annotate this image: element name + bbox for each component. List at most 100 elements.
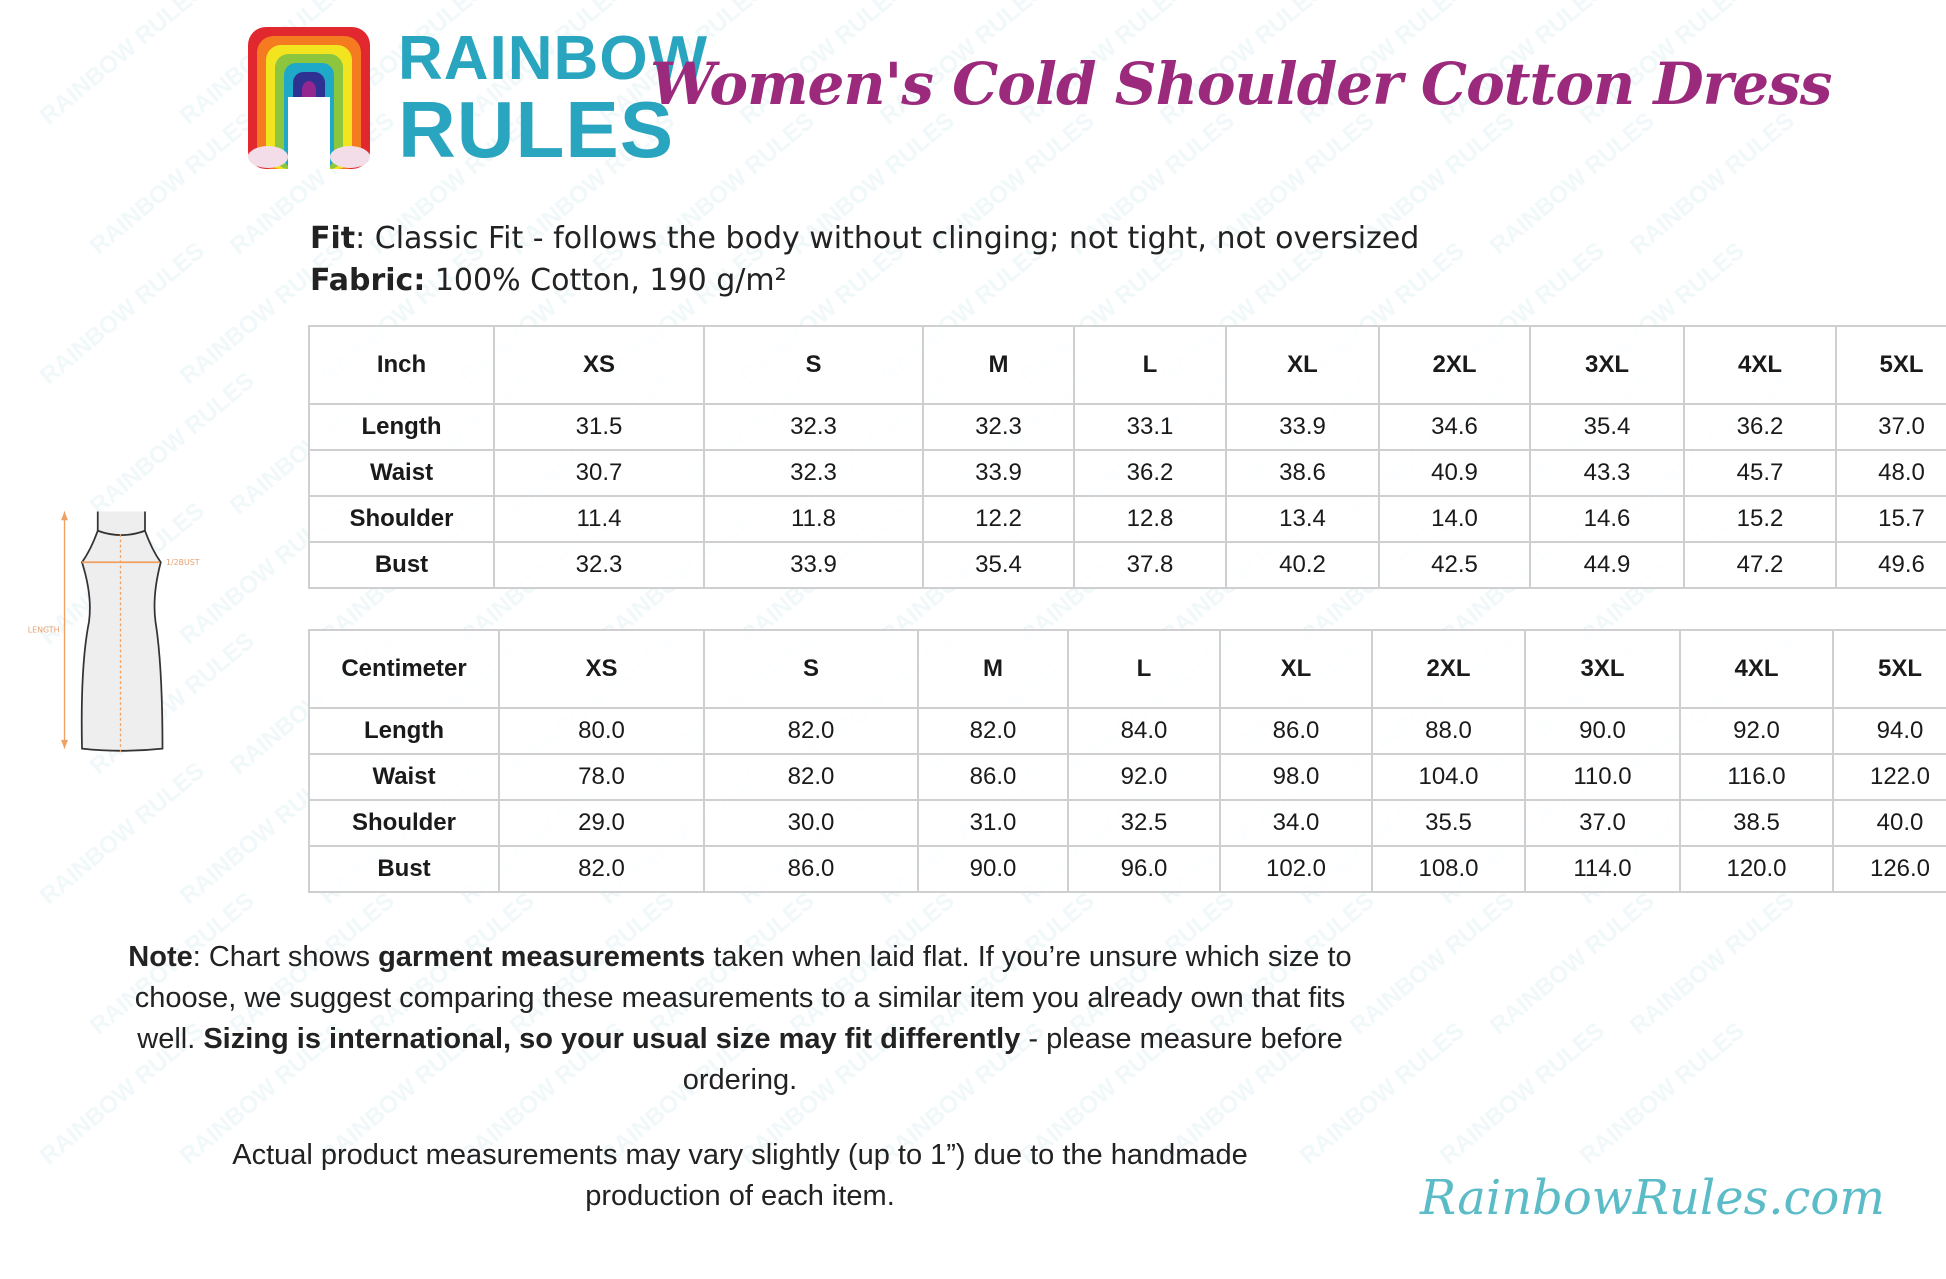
note-bold: garment measurements	[378, 941, 706, 973]
measurement-value: 40.2	[1225, 541, 1380, 589]
measurement-label: Shoulder	[308, 799, 500, 847]
measurement-value: 35.4	[922, 541, 1075, 589]
dress-measurement-diagram: LENGTH 1/2BUST	[28, 511, 200, 753]
note-text: taken when laid flat. If you’re unsure w…	[134, 941, 1352, 1055]
measurement-value: 29.0	[498, 799, 705, 847]
measurement-value: 78.0	[498, 753, 705, 801]
measurement-value: 30.0	[703, 799, 919, 847]
measurement-value: 48.0	[1835, 449, 1946, 497]
measurement-value: 40.9	[1378, 449, 1531, 497]
watermark-text: RAINBOW RULES	[35, 0, 210, 130]
centimeter-size-table: Centimeter XS S M L XL 2XL 3XL 4XL 5XL Length 80.0 8…	[308, 629, 1946, 893]
measurement-value: 33.9	[1225, 403, 1380, 451]
measurement-value: 15.7	[1835, 495, 1946, 543]
fit-line: Fit: Classic Fit - follows the body with…	[310, 218, 1419, 260]
measurement-label: Bust	[308, 541, 495, 589]
measurement-value: 36.2	[1683, 403, 1837, 451]
measurement-value: 104.0	[1371, 753, 1526, 801]
note-text: : Chart shows	[192, 941, 379, 973]
measurement-value: 108.0	[1371, 845, 1526, 893]
size-header: S	[703, 629, 919, 709]
page-title: Women's Cold Shoulder Cotton Dress	[650, 50, 1832, 118]
measurement-value: 37.0	[1524, 799, 1681, 847]
table-header-row: Inch XS S M L XL 2XL 3XL 4XL 5XL	[308, 325, 1946, 405]
measurement-value: 88.0	[1371, 707, 1526, 755]
measurement-value: 35.4	[1529, 403, 1685, 451]
unit-header: Centimeter	[308, 629, 500, 709]
size-header: M	[917, 629, 1069, 709]
measurement-value: 114.0	[1524, 845, 1681, 893]
bust-label: 1/2BUST	[166, 558, 200, 567]
watermark-text: RAINBOW RULES	[35, 757, 210, 910]
measurement-value: 82.0	[917, 707, 1069, 755]
measurement-value: 12.8	[1073, 495, 1227, 543]
size-header: XS	[493, 325, 705, 405]
measurement-value: 33.1	[1073, 403, 1227, 451]
fit-label: Fit	[310, 221, 356, 256]
watermark-text: RAINBOW RULES	[1485, 107, 1660, 260]
watermark-text: RAINBOW RULES	[1625, 887, 1800, 1040]
watermark-text: RAINBOW RULES	[35, 237, 210, 390]
table-row: Bust 82.0 86.0 90.0 96.0 102.0 108.0 114.0 120.0…	[308, 845, 1946, 893]
measurement-value: 86.0	[703, 845, 919, 893]
measurement-value: 13.4	[1225, 495, 1380, 543]
watermark-text: RAINBOW RULES	[1435, 1017, 1610, 1170]
length-label: LENGTH	[28, 625, 60, 634]
measurement-value: 94.0	[1832, 707, 1946, 755]
measurement-value: 12.2	[922, 495, 1075, 543]
watermark-text: RAINBOW RULES	[85, 107, 260, 260]
measurement-value: 86.0	[917, 753, 1069, 801]
size-header: 2XL	[1378, 325, 1531, 405]
watermark-text: RAINBOW RULES	[1625, 107, 1800, 260]
measurement-label: Length	[308, 707, 500, 755]
size-header: 3XL	[1529, 325, 1685, 405]
measurement-value: 120.0	[1679, 845, 1834, 893]
measurement-value: 37.8	[1073, 541, 1227, 589]
measurement-value: 31.0	[917, 799, 1069, 847]
table-row: Length 80.0 82.0 82.0 84.0 86.0 88.0 90.0 92.0 94…	[308, 707, 1946, 755]
size-header: XL	[1225, 325, 1380, 405]
size-header: 5XL	[1832, 629, 1946, 709]
note-text: - please measure before ordering.	[682, 1023, 1343, 1096]
size-header: XS	[498, 629, 705, 709]
measurement-value: 96.0	[1067, 845, 1221, 893]
measurement-label: Length	[308, 403, 495, 451]
measurement-value: 49.6	[1835, 541, 1946, 589]
measurement-value: 15.2	[1683, 495, 1837, 543]
measurement-value: 37.0	[1835, 403, 1946, 451]
measurement-value: 31.5	[493, 403, 705, 451]
measurement-value: 43.3	[1529, 449, 1685, 497]
logo-text-line2: RULES	[398, 85, 675, 174]
measurement-value: 36.2	[1073, 449, 1227, 497]
size-header: 4XL	[1679, 629, 1834, 709]
measurement-value: 47.2	[1683, 541, 1837, 589]
measurement-value: 98.0	[1219, 753, 1373, 801]
size-header: S	[703, 325, 924, 405]
website-logo: RainbowRules.com	[1420, 1170, 1885, 1226]
table-row: Shoulder 11.4 11.8 12.2 12.8 13.4 14.0 14.6 15.2…	[308, 495, 1946, 543]
size-header: M	[922, 325, 1075, 405]
measurement-value: 32.3	[922, 403, 1075, 451]
measurement-value: 32.5	[1067, 799, 1221, 847]
sizing-note: Note: Chart shows garment measurements t…	[120, 937, 1360, 1217]
measurement-label: Waist	[308, 449, 495, 497]
measurement-value: 102.0	[1219, 845, 1373, 893]
fabric-label: Fabric:	[310, 263, 426, 298]
measurement-value: 34.6	[1378, 403, 1531, 451]
note-label: Note	[128, 941, 193, 973]
measurement-value: 82.0	[498, 845, 705, 893]
table-row: Waist 30.7 32.3 33.9 36.2 38.6 40.9 43.3 45.7 48.…	[308, 449, 1946, 497]
measurement-value: 40.0	[1832, 799, 1946, 847]
table-row: Shoulder 29.0 30.0 31.0 32.5 34.0 35.5 37.0 38.5…	[308, 799, 1946, 847]
measurement-value: 110.0	[1524, 753, 1681, 801]
inch-size-table: Inch XS S M L XL 2XL 3XL 4XL 5XL Length 31.5 32.3 32.…	[308, 325, 1946, 589]
measurement-value: 116.0	[1679, 753, 1834, 801]
measurement-value: 38.5	[1679, 799, 1834, 847]
measurement-label: Waist	[308, 753, 500, 801]
measurement-label: Shoulder	[308, 495, 495, 543]
measurement-value: 11.4	[493, 495, 705, 543]
measurement-value: 32.3	[703, 449, 924, 497]
note-paragraph: Note: Chart shows garment measurements t…	[120, 937, 1360, 1101]
measurement-value: 126.0	[1832, 845, 1946, 893]
watermark-text: RAINBOW RULES	[1575, 1017, 1750, 1170]
